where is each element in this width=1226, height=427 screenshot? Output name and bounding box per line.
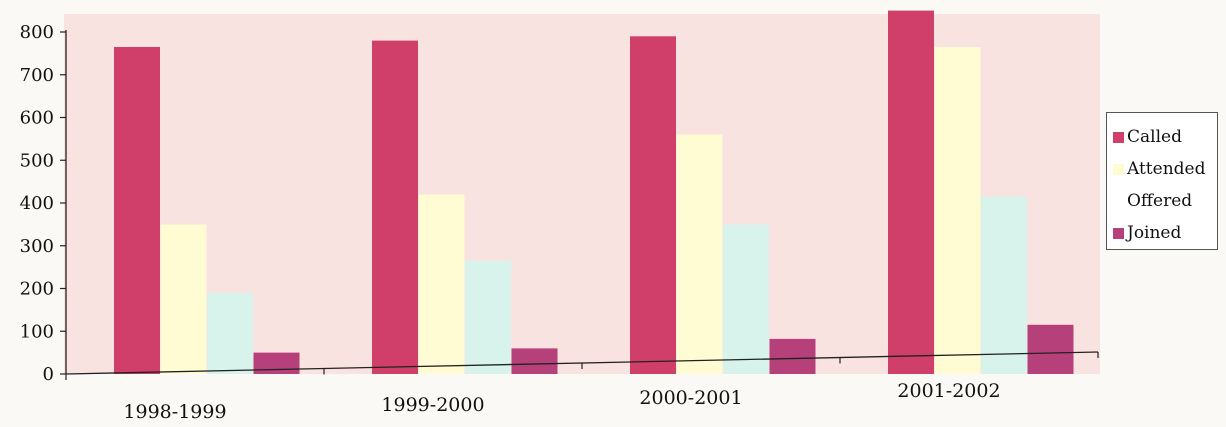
legend-item-offered: Offered	[1113, 185, 1213, 217]
y-tick-label: 0	[43, 364, 54, 385]
x-tick-label: 1998-1999	[123, 401, 226, 423]
bar-attended-2000-2001	[676, 134, 723, 374]
legend-label-called: Called	[1127, 127, 1182, 147]
bar-offered-2000-2001	[723, 224, 769, 374]
bar-attended-1999-2000	[418, 194, 465, 374]
y-tick-label: 300	[20, 236, 54, 257]
legend-label-attended: Attended	[1127, 159, 1206, 179]
legend-item-attended: Attended	[1113, 153, 1213, 185]
x-tick-label: 1999-2000	[381, 394, 484, 416]
legend-swatch-attended	[1113, 163, 1124, 175]
legend-item-joined: Joined	[1113, 217, 1213, 249]
bar-joined-2000-2001	[769, 338, 816, 374]
x-tick-label: 2001-2002	[897, 380, 1000, 402]
y-tick-label: 200	[20, 279, 54, 300]
bar-called-1998-1999	[114, 47, 160, 374]
bar-joined-1999-2000	[511, 348, 558, 374]
y-tick-label: 500	[20, 150, 54, 171]
bar-offered-1999-2000	[465, 260, 511, 374]
x-tick-label: 2000-2001	[639, 387, 742, 409]
legend-swatch-joined	[1113, 227, 1124, 239]
bar-offered-1998-1999	[207, 292, 253, 374]
legend-swatch-called	[1113, 131, 1124, 143]
y-tick-label: 700	[20, 65, 54, 86]
bars-group	[114, 10, 1074, 375]
bar-offered-2001-2002	[981, 196, 1027, 374]
bar-joined-2001-2002	[1027, 324, 1074, 374]
legend-label-joined: Joined	[1127, 223, 1182, 243]
bar-attended-1998-1999	[160, 224, 207, 374]
y-tick-label: 600	[20, 108, 54, 129]
chart-legend: Called Attended Offered Joined	[1106, 112, 1218, 250]
axes-group: 0 100 200 300 400 500 600 700 800 1998-1999 1999-2…	[20, 22, 1099, 423]
bar-attended-2001-2002	[934, 47, 981, 374]
y-tick-label: 400	[20, 193, 54, 214]
bar-called-1999-2000	[372, 40, 418, 374]
y-tick-label: 800	[20, 22, 54, 43]
legend-swatch-offered	[1113, 195, 1124, 207]
bar-joined-1998-1999	[253, 352, 300, 374]
bar-called-2001-2002	[888, 10, 934, 374]
legend-label-offered: Offered	[1127, 191, 1193, 211]
legend-item-called: Called	[1113, 121, 1213, 153]
y-tick-label: 100	[20, 321, 54, 342]
bar-called-2000-2001	[630, 36, 676, 375]
